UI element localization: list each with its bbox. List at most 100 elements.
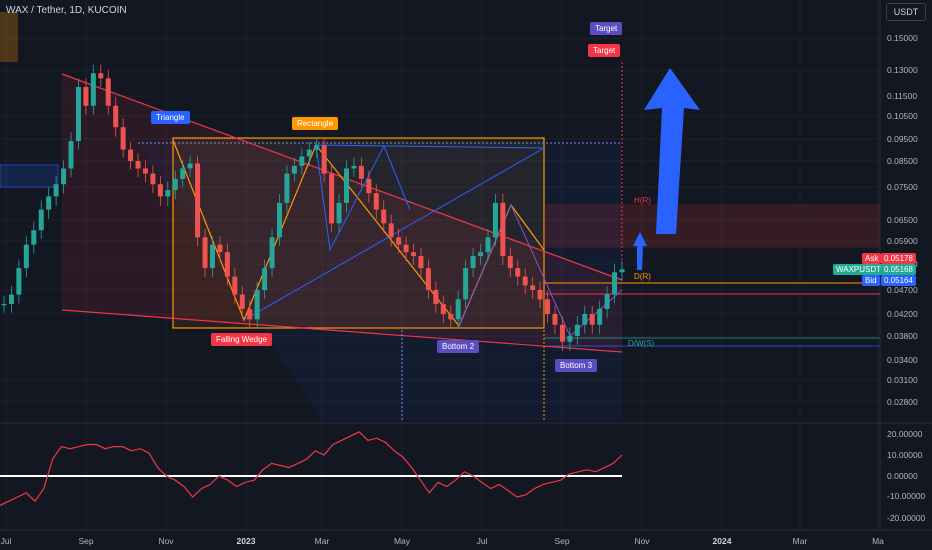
time-tick-label: May [394, 536, 411, 546]
candle-body [187, 163, 193, 169]
candle-body [217, 244, 223, 253]
bid-tag-value: 0.05164 [881, 275, 916, 286]
time-tick-label: Sep [78, 536, 93, 546]
time-tick-label: Ma [872, 536, 884, 546]
price-tick-label: 0.15000 [887, 33, 918, 43]
candle-body [120, 127, 126, 150]
time-tick-label: 2024 [713, 536, 732, 546]
triangle-inner-lines [315, 144, 411, 252]
candle-body [23, 244, 29, 269]
candle-body [552, 314, 558, 325]
last-tag-label: WAXPUSDT [833, 264, 885, 275]
time-tick-label: Mar [315, 536, 330, 546]
candle-body [105, 78, 111, 106]
candle-body [463, 268, 469, 300]
candle-body [612, 272, 618, 295]
price-tick-label: 0.03100 [887, 375, 918, 385]
time-tick-label: Sep [554, 536, 569, 546]
label-falling-wedge: Falling Wedge [211, 333, 272, 346]
big-up-arrow [644, 68, 700, 234]
candle-body [16, 268, 22, 295]
candle-body [485, 237, 491, 253]
candle-body [38, 209, 44, 231]
price-tick-label: 0.13000 [887, 65, 918, 75]
candle-body [254, 290, 260, 320]
candle-body [232, 276, 238, 295]
candle-body [128, 149, 134, 161]
candle-body [351, 165, 357, 169]
time-tick-label: Jul [1, 536, 12, 546]
candle-body [306, 149, 312, 157]
price-tick-label: 0.02800 [887, 397, 918, 407]
level-label-s: D/W(S) [628, 339, 655, 348]
left-orange-zone [0, 12, 18, 62]
candle-body [113, 105, 119, 128]
level-label-d: D(R) [634, 272, 651, 281]
candle-body [589, 314, 595, 325]
osc-tick-label: 0.00000 [887, 471, 918, 481]
price-tick-label: 0.06500 [887, 215, 918, 225]
osc-tick-label: -20.00000 [887, 513, 926, 523]
candle-body [619, 269, 625, 273]
time-tick-label: Jul [477, 536, 488, 546]
candle-body [366, 178, 372, 194]
last-tag-value: 0.05168 [881, 264, 916, 275]
price-tick-label: 0.07500 [887, 182, 918, 192]
osc-tick-label: 20.00000 [887, 429, 923, 439]
candle-body [597, 308, 603, 325]
candle-body [209, 244, 215, 269]
symbol-title: WAX / Tether, 1D, KUCOIN [6, 5, 127, 16]
label-target-2: Target [588, 44, 621, 57]
price-tick-label: 0.08500 [887, 156, 918, 166]
candle-body [425, 268, 431, 290]
candle-body [284, 173, 290, 203]
candle-body [373, 193, 379, 210]
candle-body [135, 161, 141, 169]
left-zone [0, 164, 59, 188]
candle-body [142, 168, 148, 174]
candle-body [202, 237, 208, 269]
ask-tag-value: 0.05178 [881, 253, 916, 264]
candle-body [582, 314, 588, 325]
candle-body [470, 256, 476, 269]
time-tick-label: 2023 [237, 536, 256, 546]
candle-body [83, 86, 89, 106]
candle-body [291, 165, 297, 174]
candle-body [344, 168, 350, 203]
candle-body [537, 290, 543, 300]
candle-body [262, 268, 268, 290]
candle-body [224, 252, 230, 277]
candle-body [604, 294, 610, 309]
price-tick-label: 0.05900 [887, 236, 918, 246]
osc-tick-label: 10.00000 [887, 450, 923, 460]
candle-body [381, 209, 387, 224]
candle-body [98, 73, 104, 79]
label-target-1: Target [590, 22, 623, 35]
label-triangle: Triangle [151, 111, 190, 124]
candle-body [321, 145, 327, 174]
candle-body [195, 163, 201, 238]
label-bottom-3: Bottom 3 [555, 359, 598, 372]
candle-body [61, 168, 67, 185]
candle-body [46, 196, 52, 210]
candle-body [492, 202, 498, 238]
candle-body [165, 190, 171, 197]
candle-body [433, 290, 439, 305]
osc-tick-label: -10.00000 [887, 491, 926, 501]
resistance-zone [544, 204, 880, 248]
candle-body [180, 168, 186, 179]
candle-body [388, 223, 394, 238]
candle-body [574, 324, 580, 336]
rectangle-zigzag [172, 139, 545, 328]
currency-button[interactable]: USDT [886, 3, 926, 21]
candle-body [455, 299, 461, 320]
candle-body [567, 336, 573, 342]
candle-body [157, 184, 163, 197]
candle-body [336, 202, 342, 224]
candle-body [68, 141, 74, 169]
candle-body [150, 173, 156, 185]
candle-body [172, 178, 178, 191]
candle-body [403, 244, 409, 253]
ask-tag-label: Ask [862, 253, 882, 264]
